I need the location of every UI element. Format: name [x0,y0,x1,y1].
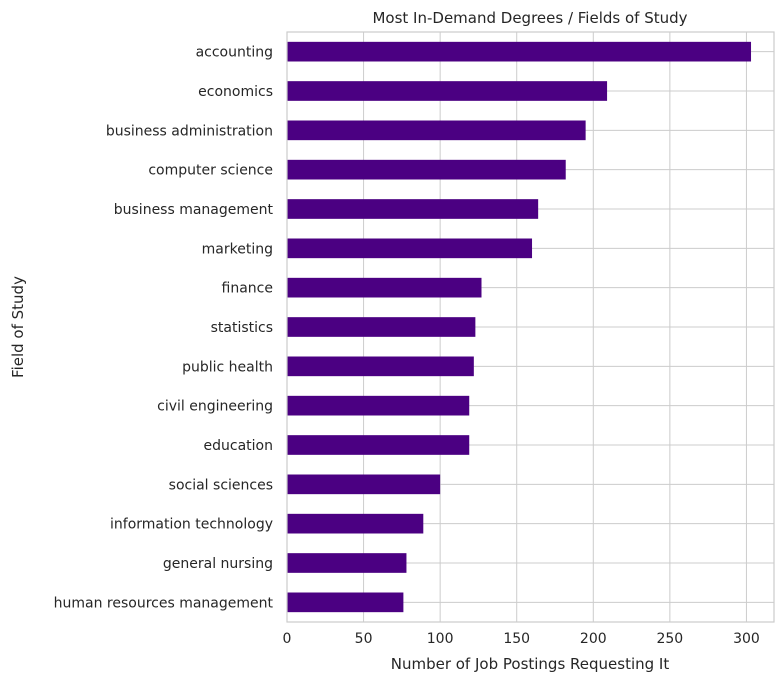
y-tick-label: marketing [202,241,273,257]
y-axis-label: Field of Study [9,276,27,378]
bar-finance [287,277,482,298]
bar-economics [287,81,608,101]
y-tick-label: accounting [196,45,273,61]
x-tick-label: 300 [733,631,760,647]
x-axis-label: Number of Job Postings Requesting It [391,655,670,673]
y-tick-label: civil engineering [157,399,273,415]
bar-accounting [287,41,752,62]
bar-business-administration [287,120,586,141]
x-tick-label: 100 [427,631,454,647]
y-tick-labels: accounting economics business administrati… [54,45,274,612]
bar-general-nursing [287,553,407,573]
x-tick-label: 0 [283,631,292,647]
y-tick-label: economics [198,84,273,100]
y-tick-label: statistics [211,320,273,336]
y-tick-label: business management [114,202,274,218]
y-tick-label: education [204,438,273,454]
bar-social-sciences [287,474,441,495]
y-tick-label: public health [182,359,273,375]
bar-computer-science [287,159,566,180]
bar-civil-engineering [287,395,470,416]
y-tick-label: social sciences [169,477,273,493]
bar-information-technology [287,513,424,534]
x-tick-label: 150 [503,631,530,647]
bar-public-health [287,356,474,377]
bar-business-management [287,199,539,219]
y-tick-label: computer science [148,163,273,179]
y-tick-label: information technology [110,517,273,533]
plot-frame [286,31,775,623]
x-tick-label: 200 [580,631,607,647]
bars-layer [287,41,752,613]
y-tick-label: general nursing [163,556,273,572]
bar-human-resources-management [287,592,404,613]
x-tick-label: 50 [355,631,373,647]
y-tick-label: finance [222,281,273,297]
x-tick-label: 250 [656,631,683,647]
chart-title: Most In-Demand Degrees / Fields of Study [372,9,687,27]
bar-statistics [287,317,476,337]
y-tick-label: human resources management [54,595,274,611]
x-tick-labels: 0 50 100 150 200 250 300 [283,631,760,647]
bar-education [287,435,470,455]
bar-marketing [287,238,533,259]
y-tick-label: business administration [106,123,273,139]
